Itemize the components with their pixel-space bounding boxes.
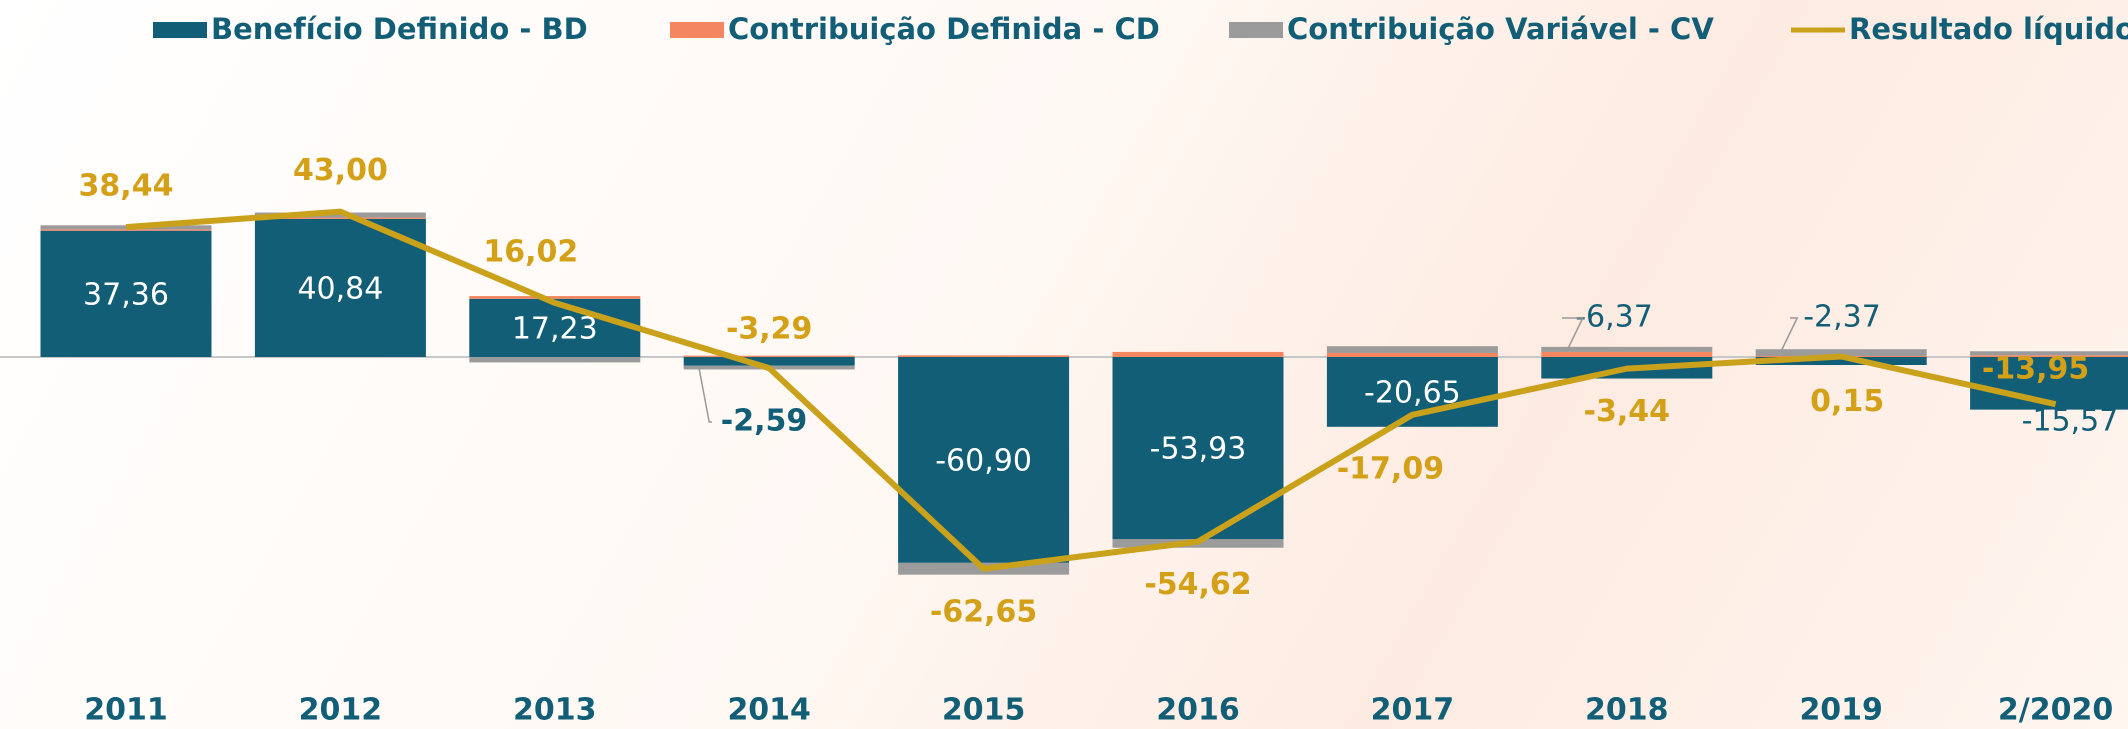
bar-segment bbox=[1755, 357, 1927, 366]
bar-value-label: -53,93 bbox=[1150, 432, 1247, 467]
bar-segment bbox=[898, 355, 1070, 357]
x-tick-label: 2017 bbox=[1371, 693, 1455, 728]
bar-segment bbox=[683, 357, 855, 366]
bar-segment bbox=[1541, 346, 1713, 352]
x-tick-label: 2011 bbox=[84, 693, 168, 728]
bar-segment bbox=[1755, 349, 1927, 356]
bar-value-label: 37,36 bbox=[83, 277, 169, 312]
result-line bbox=[125, 208, 2057, 572]
line-value-label: 38,44 bbox=[79, 169, 174, 204]
bar-value-label: -15,57 bbox=[2022, 404, 2119, 439]
bar-segment bbox=[254, 212, 426, 218]
bar-segment bbox=[469, 296, 641, 299]
x-tick-label: 2018 bbox=[1585, 693, 1669, 728]
bar-segment bbox=[1112, 351, 1284, 357]
bar-segment bbox=[1970, 355, 2128, 357]
bar-segment bbox=[40, 225, 212, 230]
bar-segment bbox=[1541, 351, 1713, 357]
x-tick-label: 2/2020 bbox=[1998, 693, 2113, 728]
line-value-label: -17,09 bbox=[1337, 451, 1444, 486]
legend-marker bbox=[670, 22, 724, 38]
line-value-label: -3,29 bbox=[726, 312, 812, 347]
line-value-label: -13,95 bbox=[1982, 352, 2089, 387]
legend-label: Contribuição Variável - CV bbox=[1287, 12, 1714, 46]
line-value-label: 0,15 bbox=[1810, 384, 1884, 419]
bar-value-label: -60,90 bbox=[935, 443, 1032, 478]
line-value-label: 43,00 bbox=[293, 153, 388, 188]
bar-segment bbox=[469, 357, 641, 363]
bar-segment bbox=[40, 230, 212, 357]
x-tick-label: 2013 bbox=[513, 693, 597, 728]
bar-value-label: -2,59 bbox=[721, 404, 807, 439]
bar-segment bbox=[1326, 346, 1498, 353]
x-tick-label: 2016 bbox=[1156, 693, 1240, 728]
x-tick-label: 2015 bbox=[942, 693, 1026, 728]
bar-segment bbox=[1970, 351, 2128, 356]
legend-marker bbox=[1229, 22, 1283, 38]
bar-value-label: -2,37 bbox=[1803, 300, 1881, 335]
x-tick-label: 2014 bbox=[727, 693, 811, 728]
bar-segment bbox=[254, 218, 426, 357]
bar-segment bbox=[469, 298, 641, 357]
line-value-label: 16,02 bbox=[483, 234, 578, 269]
x-tick-label: 2019 bbox=[1799, 693, 1883, 728]
bar-value-label: 40,84 bbox=[297, 271, 383, 306]
bar-value-label: -6,37 bbox=[1575, 300, 1653, 335]
x-tick-label: 2012 bbox=[299, 693, 383, 728]
bar-segment bbox=[254, 217, 426, 219]
legend-label: Benefício Definido - BD bbox=[211, 12, 588, 46]
bar-segment bbox=[1326, 352, 1498, 357]
line-value-label: -54,62 bbox=[1144, 567, 1251, 602]
bar-segment bbox=[898, 357, 1070, 563]
line-value-label: -3,44 bbox=[1584, 394, 1670, 429]
bar-value-label: -20,65 bbox=[1364, 375, 1461, 410]
leader-line bbox=[1780, 317, 1799, 352]
legend-marker bbox=[153, 22, 207, 38]
leader-line bbox=[698, 368, 712, 423]
legend-label: Resultado líquido bbox=[1849, 12, 2128, 46]
bar-segment bbox=[40, 229, 212, 231]
leader-line bbox=[1562, 317, 1584, 352]
line-value-label: -62,65 bbox=[930, 594, 1037, 629]
bar-value-label: 17,23 bbox=[512, 311, 598, 346]
legend-label: Contribuição Definida - CD bbox=[728, 12, 1160, 46]
bar-segment bbox=[683, 355, 855, 357]
